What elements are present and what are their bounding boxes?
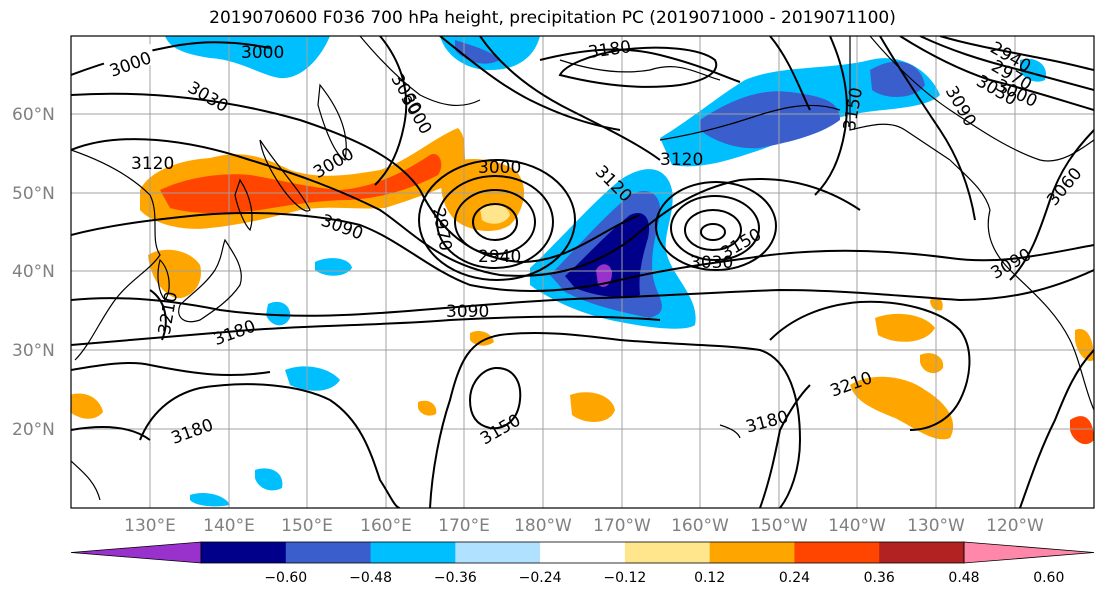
lon-tick-label: 120°W <box>986 516 1044 536</box>
lon-tick-label: 140°E <box>203 516 255 536</box>
lon-tick-label: 170°W <box>593 516 651 536</box>
lon-tick-label: 140°W <box>828 516 886 536</box>
colorbar-outline <box>200 541 965 564</box>
colorbar-tick-label: 0.36 <box>864 570 895 586</box>
colorbar: −0.60 −0.48 −0.36 −0.24 −0.12 0.12 0.24 0.36 0.4… <box>70 541 1095 586</box>
colorbar-swatch <box>624 542 711 563</box>
lon-tick-label: 150°W <box>750 516 808 536</box>
colorbar-tick-label: −0.48 <box>349 570 392 586</box>
contour-label: 2940 <box>478 247 521 267</box>
lon-tick-label: 160°E <box>360 516 412 536</box>
lat-tick-label: 50°N <box>12 184 55 204</box>
height-contours <box>71 36 1094 508</box>
contour-label: 3090 <box>446 302 489 322</box>
colorbar-swatch <box>455 542 541 563</box>
colorbar-tick-label: 0.60 <box>1033 570 1064 586</box>
colorbar-tick-label: 0.48 <box>948 570 979 586</box>
colorbar-swatch <box>540 542 626 563</box>
lon-tick-label: 130°W <box>907 516 965 536</box>
lon-tick-label: 160°W <box>671 516 729 536</box>
colorbar-tick-label: −0.60 <box>264 570 307 586</box>
colorbar-tick-label: 0.12 <box>694 570 725 586</box>
colorbar-extend-low <box>70 541 202 564</box>
lat-tick-label: 40°N <box>12 262 55 282</box>
colorbar-swatch <box>370 542 456 563</box>
longitude-axis: 130°E 140°E 150°E 160°E 170°E 180°W 170°… <box>124 516 1044 536</box>
colorbar-tick-label: 0.24 <box>779 570 810 586</box>
map-frame <box>70 35 1095 509</box>
contour-label: 3030 <box>690 253 733 273</box>
colorbar-extend-high <box>963 541 1095 564</box>
lon-tick-label: 150°E <box>281 516 333 536</box>
contour-label: 3120 <box>660 150 703 170</box>
colorbar-tick-label: −0.12 <box>603 570 646 586</box>
latitude-axis: 60°N 50°N 40°N 30°N 20°N <box>12 105 55 440</box>
contour-label: 3000 <box>478 158 521 178</box>
colorbar-swatch <box>794 542 880 563</box>
colorbar-swatch <box>879 542 965 563</box>
colorbar-swatch <box>285 542 372 563</box>
lon-tick-label: 180°W <box>514 516 572 536</box>
lat-tick-label: 60°N <box>12 105 55 125</box>
lat-tick-label: 20°N <box>12 420 55 440</box>
coastlines <box>71 36 1094 501</box>
lon-tick-label: 130°E <box>124 516 176 536</box>
colorbar-swatch <box>709 542 795 563</box>
map-title: 2019070600 F036 700 hPa height, precipit… <box>209 8 896 28</box>
lon-tick-label: 170°E <box>438 516 490 536</box>
contour-label: 3000 <box>241 43 284 63</box>
colorbar-swatch <box>201 542 287 563</box>
contour-label: 3120 <box>131 154 174 174</box>
colorbar-tick-label: −0.36 <box>434 570 477 586</box>
lat-tick-label: 30°N <box>12 341 55 361</box>
colorbar-tick-label: −0.24 <box>519 570 562 586</box>
